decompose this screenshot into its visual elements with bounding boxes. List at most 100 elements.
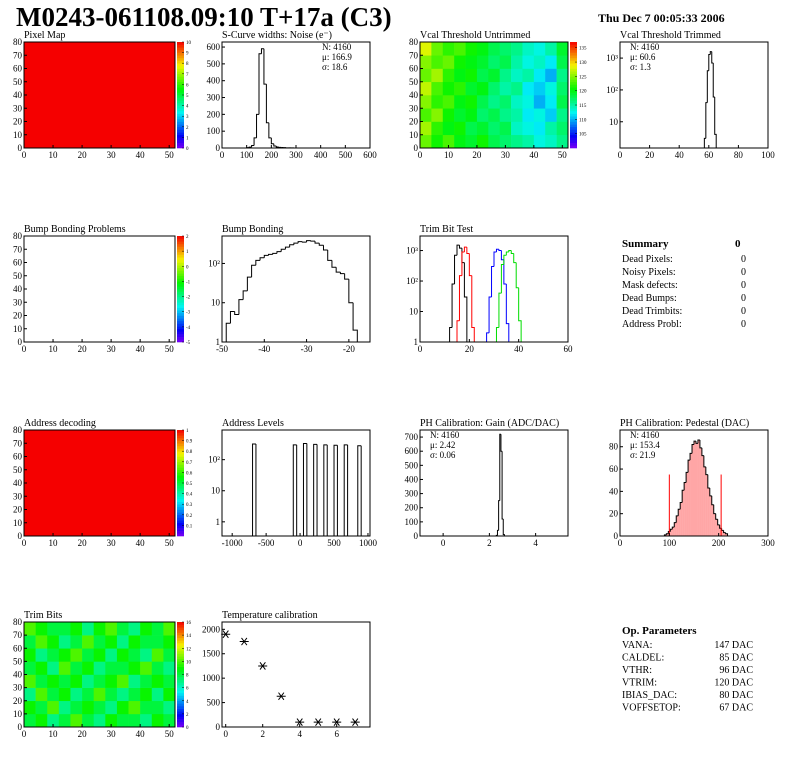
- colorbar-segment: [570, 79, 577, 83]
- op-value: 85 DAC: [719, 653, 753, 664]
- star-marker: [221, 630, 231, 639]
- op-value: 147 DAC: [714, 640, 753, 651]
- x-tick-label: 20: [472, 150, 482, 160]
- colorbar-segment: [177, 283, 184, 287]
- colorbar-segment: [570, 49, 577, 53]
- histogram-bin: [665, 533, 669, 535]
- heatmap-cell: [82, 674, 94, 688]
- y-tick-label: 70: [409, 50, 419, 60]
- y-tick-label: 50: [13, 271, 23, 281]
- histogram-bin: [273, 143, 277, 147]
- heatmap-cell: [128, 687, 141, 702]
- op-label: VOFFSETOP:: [622, 703, 681, 714]
- x-tick-label: 50: [165, 344, 175, 354]
- summary-value: 0: [741, 267, 746, 278]
- histogram-bin: [503, 259, 507, 285]
- summary-value: 0: [741, 293, 746, 304]
- heatmap-cell: [128, 700, 141, 715]
- summary-label: Dead Pixels:: [622, 254, 673, 265]
- heatmap-cell: [488, 81, 500, 96]
- y-tick-label: 1000: [202, 673, 221, 683]
- colorbar-label: -5: [186, 341, 191, 346]
- y-tick-label: 500: [207, 59, 221, 69]
- heatmap-cell: [47, 622, 60, 636]
- y-tick-label: 0: [216, 143, 221, 153]
- heatmap-cell: [511, 108, 523, 122]
- histogram-bin: [242, 290, 248, 300]
- x-tick-label: 10: [49, 538, 59, 548]
- heatmap-cell: [105, 648, 118, 662]
- colorbar-segment: [177, 698, 184, 702]
- heatmap-cell: [545, 134, 557, 149]
- colorbar-segment: [177, 42, 184, 45]
- colorbar-segment: [177, 627, 184, 631]
- colorbar-segment: [177, 55, 184, 59]
- colorbar-label: 9: [186, 52, 189, 57]
- colorbar-label: 1: [186, 429, 189, 434]
- heatmap-cell: [454, 42, 466, 56]
- histogram-bin: [316, 444, 321, 537]
- histogram-bin: [677, 508, 681, 516]
- plot-frame: [619, 41, 769, 149]
- heatmap-cell: [465, 81, 478, 96]
- colorbar-segment: [570, 87, 577, 90]
- colorbar-segment: [177, 690, 184, 694]
- y-tick-label: 10: [409, 307, 419, 317]
- x-tick-label: 0: [298, 538, 303, 548]
- colorbar-segment: [177, 124, 184, 128]
- x-tick-label: 0: [418, 150, 423, 160]
- colorbar-segment: [177, 719, 184, 723]
- colorbar-segment: [570, 102, 577, 106]
- summary-value: 0: [741, 254, 746, 265]
- colorbar-segment: [177, 632, 184, 636]
- heatmap-cell: [70, 661, 83, 675]
- histogram-fill: [684, 482, 687, 536]
- heatmap-cell: [431, 108, 444, 122]
- heatmap-cell: [488, 42, 500, 56]
- histogram-bin: [701, 447, 704, 457]
- y-tick-label: 80: [13, 37, 23, 47]
- stats-entry: σ: 1.3: [630, 62, 651, 72]
- histogram-bin: [705, 102, 708, 139]
- colorbar-segment: [177, 323, 184, 327]
- colorbar-label: -2: [186, 296, 191, 301]
- heatmap-cell: [35, 635, 48, 649]
- x-tick-label: 60: [704, 150, 714, 160]
- heatmap-cell: [82, 713, 94, 728]
- histogram-bin: [352, 302, 358, 342]
- histogram-bin: [725, 532, 729, 536]
- colorbar-segment: [570, 116, 577, 120]
- stats-entry: σ: 21.9: [630, 450, 656, 460]
- stats-entry: μ: 153.4: [630, 440, 660, 450]
- colorbar-segment: [177, 467, 184, 471]
- histogram-bin: [251, 264, 256, 278]
- colorbar-segment: [177, 310, 184, 314]
- heatmap-cell: [476, 134, 489, 149]
- colorbar-label: 10: [186, 660, 192, 665]
- colorbar-segment: [570, 68, 577, 72]
- plot-frame: [419, 235, 569, 343]
- y-tick-label: 300: [207, 93, 221, 103]
- histogram-bin: [510, 250, 514, 254]
- heatmap-cell: [476, 108, 489, 122]
- histogram-bin: [451, 283, 455, 328]
- histogram-bin: [717, 519, 720, 526]
- colorbar-segment: [177, 432, 184, 436]
- y-tick-label: 40: [13, 478, 23, 488]
- y-tick-label: 10: [13, 130, 23, 140]
- colorbar-label: 105: [579, 133, 587, 138]
- x-tick-label: 4: [533, 538, 538, 548]
- heatmap-cell: [556, 95, 569, 109]
- x-tick-label: 80: [734, 150, 744, 160]
- colorbar-segment: [177, 721, 184, 725]
- y-tick-label: 10²: [406, 276, 418, 286]
- histogram-bin: [715, 513, 718, 520]
- x-tick-label: 40: [136, 538, 146, 548]
- colorbar-segment: [177, 79, 184, 83]
- summary-label: Dead Trimbits:: [622, 306, 682, 317]
- colorbar-segment: [570, 108, 577, 112]
- x-tick-label: 0: [223, 729, 228, 739]
- colorbar-segment: [177, 102, 184, 106]
- colorbar-segment: [177, 92, 184, 96]
- y-tick-label: 600: [207, 42, 221, 52]
